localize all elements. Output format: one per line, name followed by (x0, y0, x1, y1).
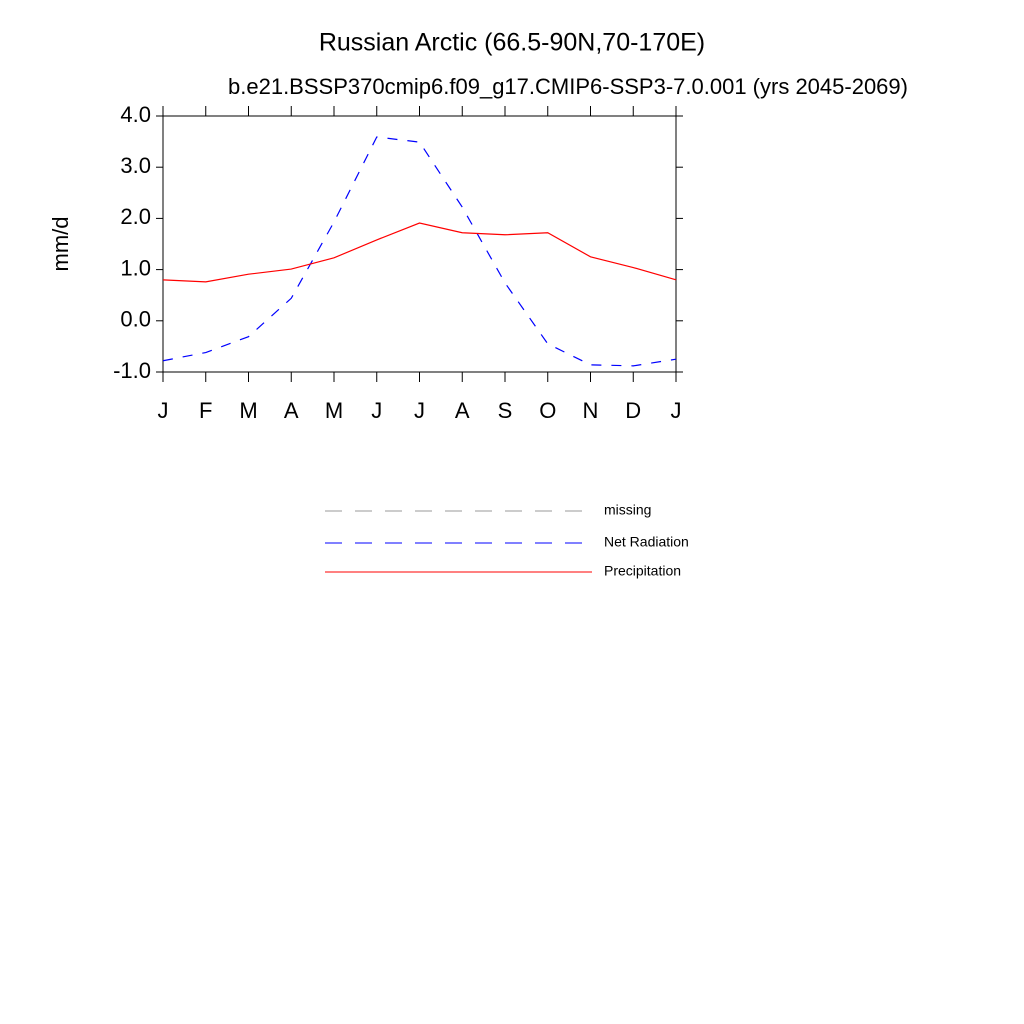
plot-frame (162, 115, 677, 373)
x-tick-label: M (325, 398, 343, 423)
x-tick-label: N (583, 398, 599, 423)
y-tick-label: 0.0 (120, 307, 151, 332)
chart-subtitle: b.e21.BSSP370cmip6.f09_g17.CMIP6-SSP3-7.… (228, 74, 908, 99)
y-tick-label: 1.0 (120, 255, 151, 280)
legend-label: Precipitation (604, 563, 681, 579)
y-tick-label: 2.0 (120, 204, 151, 229)
y-tick-label: 4.0 (120, 102, 151, 127)
x-tick-label: A (284, 398, 299, 423)
x-tick-label: M (239, 398, 257, 423)
legend-label: missing (604, 502, 651, 518)
data-line (162, 136, 677, 367)
chart-title: Russian Arctic (66.5-90N,70-170E) (319, 29, 705, 57)
x-tick-label: J (371, 398, 382, 423)
x-tick-label: S (498, 398, 513, 423)
legend-label: Net Radiation (604, 534, 689, 550)
y-axis-label: mm/d (48, 217, 73, 272)
y-tick-label: -1.0 (113, 358, 151, 383)
x-tick-label: D (625, 398, 641, 423)
x-tick-label: F (199, 398, 212, 423)
x-tick-label: J (158, 398, 169, 423)
data-line (162, 222, 677, 283)
x-tick-label: J (671, 398, 682, 423)
x-tick-label: O (539, 398, 556, 423)
x-tick-label: J (414, 398, 425, 423)
y-tick-label: 3.0 (120, 153, 151, 178)
x-tick-label: A (455, 398, 470, 423)
